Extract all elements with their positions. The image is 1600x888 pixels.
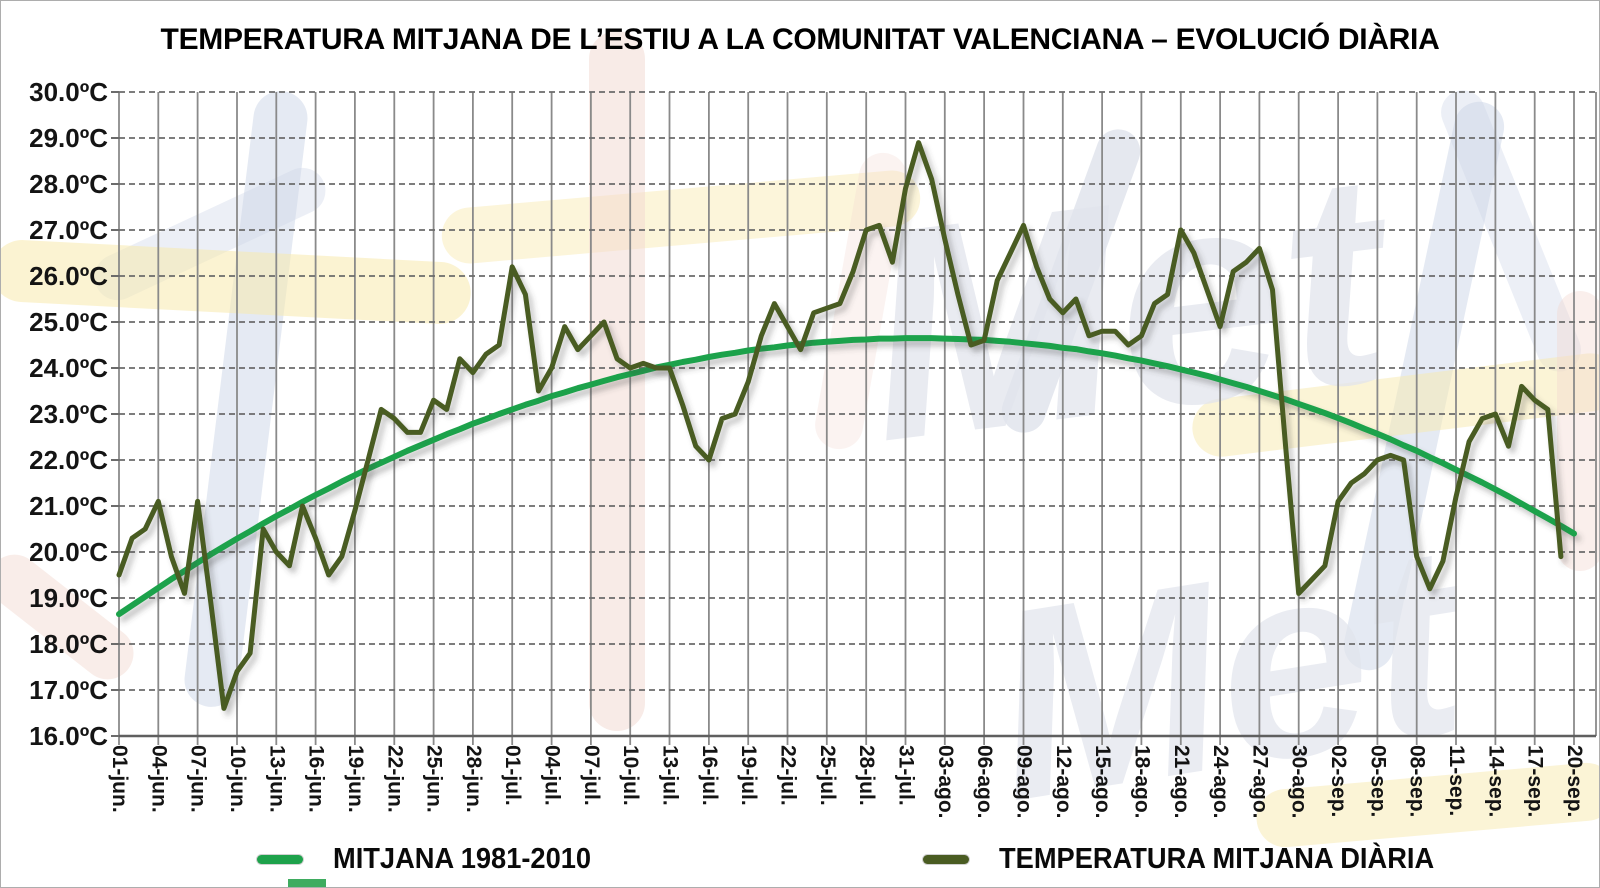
x-tick-label: 21-ago. — [1170, 745, 1193, 819]
legend-label-diaria: TEMPERATURA MITJANA DIÀRIA — [999, 842, 1435, 875]
watermark-stroke — [1, 240, 471, 324]
x-tick-label: 20-sep. — [1563, 745, 1586, 817]
x-tick-label: 12-ago. — [1052, 745, 1075, 819]
y-tick-label: 27.0ºC — [29, 215, 108, 245]
x-tick-label: 19-jul. — [737, 745, 760, 806]
x-tick-label: 28-jun. — [462, 745, 485, 813]
watermark-stroke — [1256, 762, 1599, 848]
x-tick-label: 10-jun. — [226, 745, 249, 813]
x-tick-label: 30-ago. — [1288, 745, 1311, 819]
watermark-green-bar — [288, 879, 326, 887]
legend-label-mitjana: MITJANA 1981-2010 — [333, 842, 592, 875]
x-tick-label: 11-sep. — [1445, 745, 1468, 816]
x-tick-label: 06-ago. — [973, 745, 996, 819]
legend-item-diaria: TEMPERATURA MITJANA DIÀRIA — [923, 842, 1462, 876]
legend-swatch-diaria-line — [923, 854, 969, 864]
y-tick-label: 26.0ºC — [29, 261, 108, 291]
y-tick-label: 30.0ºC — [29, 77, 108, 107]
y-tick-label: 25.0ºC — [29, 307, 108, 337]
watermark-stroke — [1557, 291, 1599, 571]
y-tick-label: 16.0ºC — [29, 721, 108, 751]
y-tick-label: 18.0ºC — [29, 629, 108, 659]
x-tick-label: 25-jul. — [816, 745, 839, 806]
x-tick-label: 25-jun. — [423, 745, 446, 813]
x-tick-label: 16-jun. — [305, 745, 328, 813]
x-tick-label: 07-jun. — [187, 745, 210, 813]
x-tick-label: 31-jul. — [895, 745, 918, 806]
y-tick-label: 20.0ºC — [29, 537, 108, 567]
watermark-stroke — [1001, 129, 1141, 433]
x-tick-label: 04-jun. — [147, 745, 170, 813]
watermark-stroke — [815, 152, 907, 450]
x-tick-label: 28-jul. — [855, 745, 878, 806]
x-tick-label: 14-sep. — [1484, 745, 1507, 817]
y-tick-label: 23.0ºC — [29, 399, 108, 429]
y-tick-label: 24.0ºC — [29, 353, 108, 383]
x-tick-label: 13-jul. — [659, 745, 682, 806]
x-tick-label: 04-jul. — [541, 745, 564, 806]
x-tick-label: 01-jul. — [501, 745, 524, 806]
legend-swatch-mitjana-line — [257, 854, 303, 864]
watermark-text: Met — [848, 107, 1414, 505]
x-tick-label: 02-sep. — [1327, 745, 1350, 817]
watermark-text: Met — [973, 486, 1491, 858]
y-tick-label: 28.0ºC — [29, 169, 108, 199]
x-tick-label: 15-ago. — [1091, 745, 1114, 819]
y-tick-label: 22.0ºC — [29, 445, 108, 475]
x-tick-label: 27-ago. — [1248, 745, 1271, 819]
watermark-stroke — [1, 554, 134, 680]
y-tick-label: 29.0ºC — [29, 123, 108, 153]
x-tick-label: 13-jun. — [265, 745, 288, 813]
x-tick-label: 18-ago. — [1130, 745, 1153, 819]
x-tick-label: 22-jul. — [777, 745, 800, 806]
series-mitjana-line — [116, 335, 1577, 618]
x-tick-label: 10-jul. — [619, 745, 642, 806]
watermark-stroke — [441, 170, 921, 264]
x-tick-label: 08-sep. — [1406, 745, 1429, 817]
x-tick-label: 03-ago. — [934, 745, 957, 819]
y-tick-label: 19.0ºC — [29, 583, 108, 613]
y-tick-label: 21.0ºC — [29, 491, 108, 521]
x-tick-label: 07-jul. — [580, 745, 603, 806]
series-diaria-line — [116, 140, 1564, 711]
x-tick-label: 24-ago. — [1209, 745, 1232, 819]
x-tick-label: 22-jun. — [383, 745, 406, 813]
watermark-stroke — [1441, 90, 1581, 372]
y-tick-label: 17.0ºC — [29, 675, 108, 705]
x-tick-label: 17-sep. — [1524, 745, 1547, 817]
legend-item-mitjana: MITJANA 1981-2010 — [257, 842, 608, 876]
x-tick-label: 09-ago. — [1013, 745, 1036, 819]
x-tick-label: 05-sep. — [1366, 745, 1389, 817]
x-tick-label: 16-jul. — [698, 745, 721, 806]
x-tick-label: 19-jun. — [344, 745, 367, 813]
x-tick-label: 01-jun. — [108, 745, 131, 813]
chart-title: TEMPERATURA MITJANA DE L’ESTIU A LA COMU… — [160, 23, 1440, 56]
